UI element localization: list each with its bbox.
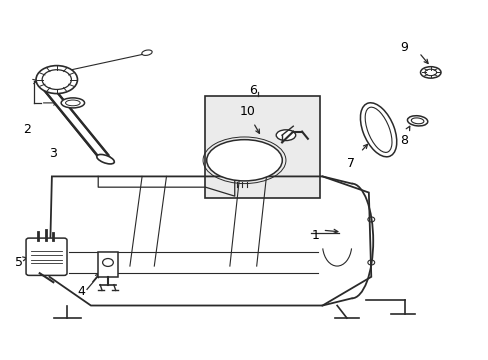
Text: 2: 2	[22, 123, 30, 136]
Text: 6: 6	[249, 84, 257, 97]
Text: 4: 4	[78, 285, 85, 298]
Text: 10: 10	[239, 105, 255, 118]
Text: 1: 1	[311, 229, 319, 242]
Text: 8: 8	[400, 134, 407, 147]
Text: 3: 3	[49, 147, 57, 159]
FancyBboxPatch shape	[26, 238, 67, 275]
FancyBboxPatch shape	[205, 96, 320, 198]
Ellipse shape	[420, 67, 440, 78]
Text: 5: 5	[15, 256, 23, 269]
Ellipse shape	[206, 140, 282, 181]
Ellipse shape	[360, 103, 396, 157]
Ellipse shape	[61, 98, 84, 108]
FancyBboxPatch shape	[98, 252, 118, 277]
Ellipse shape	[407, 116, 427, 126]
Ellipse shape	[276, 130, 295, 140]
Ellipse shape	[97, 154, 114, 164]
Ellipse shape	[36, 66, 77, 94]
Text: 9: 9	[400, 41, 407, 54]
Text: 7: 7	[346, 157, 354, 170]
